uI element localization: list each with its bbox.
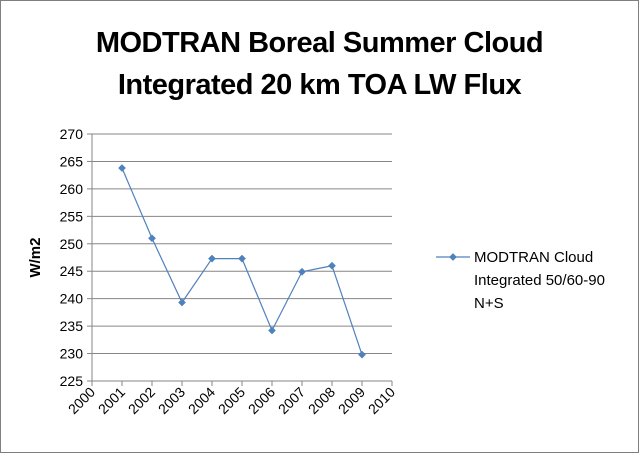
x-tick-label-2001: 2001 [95,384,128,417]
data-point-2002 [148,234,156,243]
legend-label-line-2: Integrated 50/60-90 [474,272,605,289]
chart-title-line-1: MODTRAN Boreal Summer Cloud [95,27,544,59]
data-point-2003 [178,298,186,307]
chart-title-line-2: Integrated 20 km TOA LW Flux [117,69,522,101]
data-point-2009 [358,350,366,359]
legend-label-line-1: MODTRAN Cloud [474,249,594,266]
data-point-2005 [238,254,246,263]
x-tick-label-2005: 2005 [215,384,248,417]
data-point-2001 [118,164,126,172]
y-tick-label-230: 230 [60,346,84,362]
data-point-2006 [268,326,276,335]
x-tick-label-2009: 2009 [335,384,368,417]
x-tick-label-2007: 2007 [275,384,308,417]
y-tick-label-245: 245 [60,263,84,279]
x-tick-label-2002: 2002 [125,384,158,417]
data-point-2008 [328,261,336,270]
legend-label: MODTRAN Cloud Integrated 50/60-90 N+S [474,246,624,315]
x-tick-label-2004: 2004 [185,384,218,417]
y-tick-label-225: 225 [60,373,84,389]
y-tick-label-250: 250 [60,236,84,252]
data-point-2007 [298,267,306,276]
data-point-2004 [208,254,216,263]
legend-label-line-3: N+S [474,295,504,312]
x-tick-label-2003: 2003 [155,384,188,417]
y-tick-label-235: 235 [60,318,84,334]
y-tick-label-255: 255 [60,208,84,224]
y-axis-label: W/m2 [27,237,44,277]
x-tick-label-2010: 2010 [365,384,398,417]
legend-marker-symbol [449,253,457,261]
x-tick-label-2006: 2006 [245,384,278,417]
x-tick-label-2008: 2008 [305,384,338,417]
y-tick-label-265: 265 [60,153,84,169]
y-tick-label-270: 270 [60,126,84,142]
chart-title: MODTRAN Boreal Summer Cloud Integrated 2… [0,22,639,106]
y-tick-label-260: 260 [60,181,84,197]
y-tick-label-240: 240 [60,291,84,307]
